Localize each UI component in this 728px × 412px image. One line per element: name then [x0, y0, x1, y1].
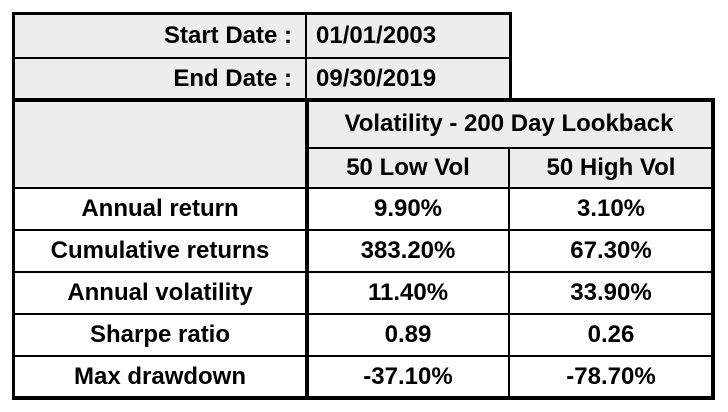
column-header-high-vol: 50 High Vol	[510, 148, 712, 188]
divider	[12, 57, 512, 59]
cell-low-vol: 0.89	[384, 321, 432, 348]
row-label: Cumulative returns	[50, 237, 270, 264]
cell-high-vol: 67.30%	[570, 237, 652, 264]
cell-low-vol: 383.20%	[360, 237, 456, 264]
divider	[305, 12, 307, 100]
row-label: Sharpe ratio	[89, 321, 231, 348]
cell-high-vol: 0.26	[587, 321, 635, 348]
row-label: Max drawdown	[73, 363, 247, 390]
divider	[14, 187, 713, 189]
cell-high-vol: 3.10%	[576, 195, 646, 222]
cell-low-vol: -37.10%	[363, 363, 453, 390]
row-label: Annual return	[81, 195, 239, 222]
divider	[14, 271, 713, 273]
divider	[12, 12, 15, 400]
divider	[307, 147, 713, 149]
cell-low-vol: 9.90%	[373, 195, 443, 222]
end-date-value: 09/30/2019	[306, 58, 510, 100]
start-date-value: 01/01/2003	[306, 14, 510, 58]
group-header: Volatility - 200 Day Lookback	[306, 100, 712, 148]
divider	[509, 12, 512, 102]
row-header-blank	[14, 100, 306, 188]
end-date-label: End Date :	[14, 58, 306, 100]
divider	[14, 313, 713, 315]
start-date-label: Start Date :	[14, 14, 306, 58]
divider	[12, 396, 715, 400]
divider	[711, 98, 715, 400]
divider	[14, 355, 713, 357]
column-header-low-vol: 50 Low Vol	[306, 148, 510, 188]
cell-high-vol: -78.70%	[566, 363, 656, 390]
divider	[12, 98, 715, 102]
divider	[508, 148, 510, 398]
divider	[305, 100, 309, 398]
divider	[12, 12, 512, 15]
cell-high-vol: 33.90%	[570, 279, 652, 306]
divider	[14, 229, 713, 231]
row-label: Annual volatility	[67, 279, 253, 306]
cell-low-vol: 11.40%	[367, 279, 449, 306]
